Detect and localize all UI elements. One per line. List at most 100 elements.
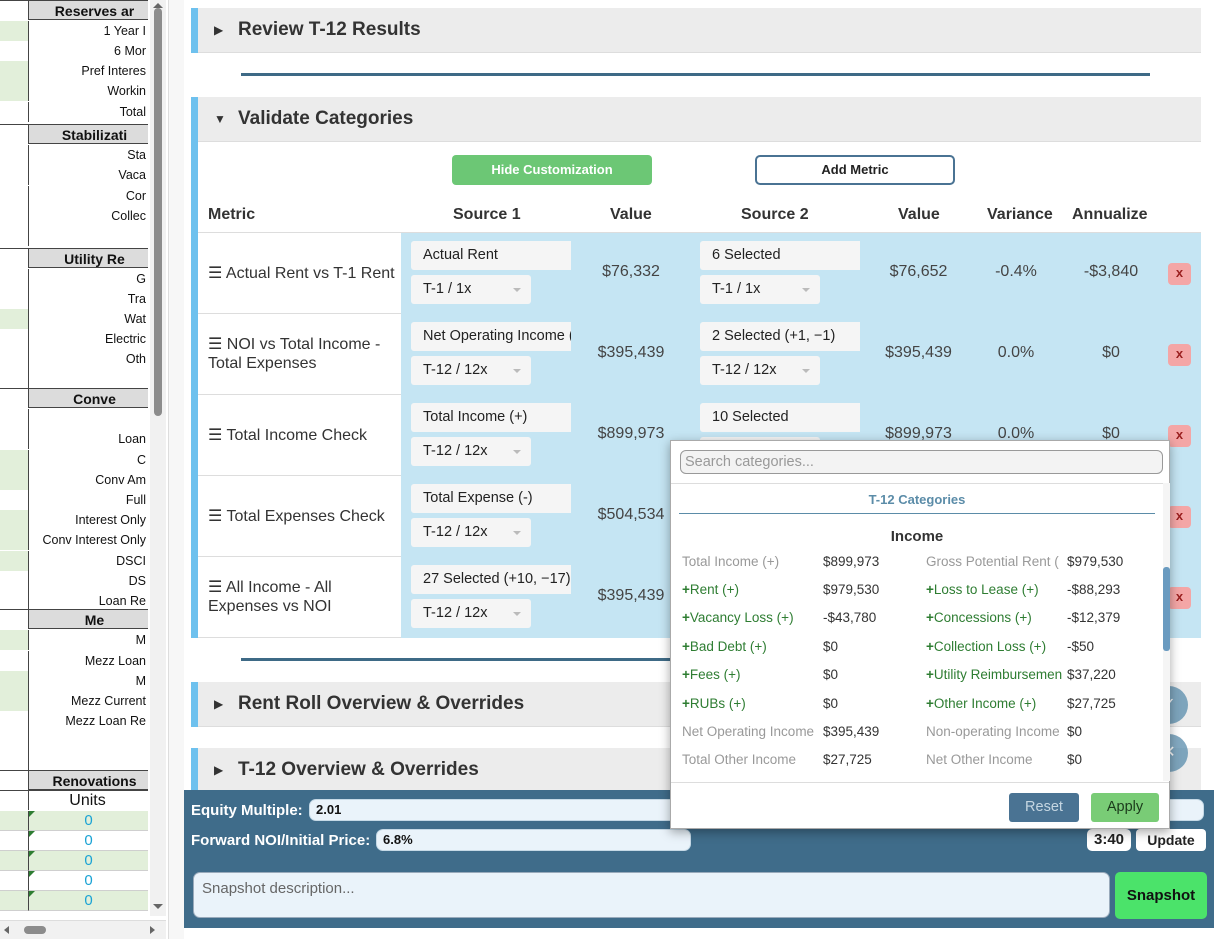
sheet-cell[interactable] xyxy=(0,81,28,101)
sheet-cell[interactable] xyxy=(0,61,28,81)
sheet-label-cell[interactable]: Wat xyxy=(28,309,148,329)
hide-customization-button[interactable]: Hide Customization xyxy=(452,155,652,185)
sheet-cell[interactable] xyxy=(0,731,28,751)
sheet-cell[interactable] xyxy=(0,429,28,449)
category-list-scrollbar[interactable] xyxy=(1163,483,1170,781)
units-cell[interactable]: 0 xyxy=(28,811,148,831)
units-cell[interactable]: 0 xyxy=(28,891,148,911)
source1-period-select[interactable]: T-12 / 12x xyxy=(411,599,531,628)
sheet-cell[interactable] xyxy=(0,206,28,226)
sheet-cell[interactable] xyxy=(0,269,28,289)
sheet-label-cell[interactable]: Workin xyxy=(28,81,148,101)
category-item[interactable]: Total Income (+) $899,973 xyxy=(682,554,917,572)
sheet-label-cell[interactable] xyxy=(28,731,148,751)
metric-name-cell[interactable]: ☰ Total Income Check xyxy=(198,395,401,476)
sheet-cell[interactable] xyxy=(0,751,28,771)
remove-metric-button[interactable]: x xyxy=(1168,425,1191,447)
sheet-cell[interactable] xyxy=(0,309,28,329)
source2-select[interactable]: 2 Selected (+1, −1) xyxy=(700,322,860,351)
source1-period-select[interactable]: T-12 / 12x xyxy=(411,437,531,466)
sheet-label-cell[interactable]: Oth xyxy=(28,349,148,369)
sheet-label-cell[interactable]: Mezz Current xyxy=(28,691,148,711)
sheet-cell[interactable] xyxy=(0,591,28,611)
sheet-label-cell[interactable]: Stabilizati xyxy=(28,124,148,144)
metric-name-cell[interactable]: ☰ Total Expenses Check xyxy=(198,476,401,557)
metric-name-cell[interactable]: ☰ NOI vs Total Income - Total Expenses xyxy=(198,314,401,395)
sheet-cell[interactable] xyxy=(0,388,28,408)
sheet-cell[interactable] xyxy=(0,470,28,490)
sheet-cell[interactable] xyxy=(0,409,28,429)
units-cell[interactable]: 0 xyxy=(28,831,148,851)
sheet-cell[interactable] xyxy=(0,691,28,711)
sheet-cell[interactable] xyxy=(0,609,28,629)
sheet-label-cell[interactable]: Mezz Loan Re xyxy=(28,711,148,731)
spreadsheet-horizontal-scrollbar[interactable] xyxy=(0,920,166,939)
sheet-cell[interactable] xyxy=(0,369,28,389)
source2-period-select[interactable]: T-12 / 12x xyxy=(700,356,820,385)
sheet-label-cell[interactable]: Total xyxy=(28,102,148,122)
category-item[interactable]: +Vacancy Loss (+) -$43,780 xyxy=(682,610,917,628)
spreadsheet-scroll-thumb[interactable] xyxy=(154,8,162,416)
snapshot-button[interactable]: Snapshot xyxy=(1115,872,1207,919)
sheet-label-cell[interactable]: Reserves ar xyxy=(28,0,148,20)
sheet-cell[interactable] xyxy=(0,551,28,571)
source1-select[interactable]: Total Income (+) xyxy=(411,403,571,432)
category-item[interactable]: +RUBs (+) $0 xyxy=(682,696,917,714)
sheet-cell[interactable] xyxy=(0,349,28,369)
sheet-label-cell[interactable]: Vaca xyxy=(28,165,148,185)
sheet-cell[interactable] xyxy=(0,226,28,246)
remove-metric-button[interactable]: x xyxy=(1168,506,1191,528)
sheet-cell[interactable] xyxy=(0,450,28,470)
sheet-cell[interactable] xyxy=(0,851,28,871)
sheet-cell[interactable] xyxy=(0,811,28,831)
sheet-cell[interactable] xyxy=(0,145,28,165)
source2-select[interactable]: 10 Selected xyxy=(700,403,860,432)
remove-metric-button[interactable]: x xyxy=(1168,263,1191,285)
sheet-cell[interactable] xyxy=(0,831,28,851)
sheet-label-cell[interactable]: Mezz Loan xyxy=(28,651,148,671)
sheet-label-cell[interactable] xyxy=(28,369,148,389)
remove-metric-button[interactable]: x xyxy=(1168,587,1191,609)
sheet-label-cell[interactable]: Sta xyxy=(28,145,148,165)
sheet-cell[interactable] xyxy=(0,0,28,20)
source1-select[interactable]: Net Operating Income ( xyxy=(411,322,571,351)
sheet-label-cell[interactable]: Interest Only xyxy=(28,510,148,530)
sheet-cell[interactable] xyxy=(0,329,28,349)
category-item[interactable]: +Other Income (+) $27,725 xyxy=(926,696,1161,714)
sheet-label-cell[interactable]: Renovations xyxy=(28,770,148,790)
sheet-label-cell[interactable]: Electric xyxy=(28,329,148,349)
source1-select[interactable]: Total Expense (-) xyxy=(411,484,571,513)
spreadsheet-vertical-scrollbar[interactable] xyxy=(150,0,166,916)
source2-period-select[interactable]: T-1 / 1x xyxy=(700,275,820,304)
sheet-cell[interactable] xyxy=(0,124,28,144)
source1-period-select[interactable]: T-12 / 12x xyxy=(411,518,531,547)
sheet-cell[interactable] xyxy=(0,871,28,891)
sheet-label-cell[interactable]: DS xyxy=(28,571,148,591)
source1-select[interactable]: 27 Selected (+10, −17) xyxy=(411,565,571,594)
sheet-cell[interactable] xyxy=(0,41,28,61)
category-item[interactable]: +Collection Loss (+) -$50 xyxy=(926,639,1161,657)
sheet-cell[interactable] xyxy=(0,790,28,810)
sheet-label-cell[interactable]: DSCI xyxy=(28,551,148,571)
sheet-label-cell[interactable]: G xyxy=(28,269,148,289)
category-item[interactable]: Total Other Income $27,725 xyxy=(682,752,917,770)
sheet-label-cell[interactable]: Tra xyxy=(28,289,148,309)
category-item[interactable]: +Concessions (+) -$12,379 xyxy=(926,610,1161,628)
sheet-cell[interactable] xyxy=(0,510,28,530)
category-item[interactable]: +Fees (+) $0 xyxy=(682,667,917,685)
metric-name-cell[interactable]: ☰ All Income - All Expenses vs NOI xyxy=(198,557,401,638)
category-item[interactable]: +Loss to Lease (+) -$88,293 xyxy=(926,582,1161,600)
category-item[interactable]: +Utility Reimbursemen $37,220 xyxy=(926,667,1161,685)
category-item[interactable]: Net Operating Income $395,439 xyxy=(682,724,917,742)
units-cell[interactable]: 0 xyxy=(28,851,148,871)
sheet-label-cell[interactable]: Utility Re xyxy=(28,248,148,268)
source1-period-select[interactable]: T-12 / 12x xyxy=(411,356,531,385)
update-button[interactable]: Update xyxy=(1136,829,1206,851)
category-search-input[interactable]: Search categories... xyxy=(680,450,1163,474)
sheet-label-cell[interactable] xyxy=(28,409,148,429)
sheet-label-cell[interactable]: Conv Interest Only xyxy=(28,530,148,550)
category-item[interactable]: +Rent (+) $979,530 xyxy=(682,582,917,600)
sheet-cell[interactable] xyxy=(0,248,28,268)
snapshot-description-input[interactable]: Snapshot description... xyxy=(193,872,1110,918)
sheet-cell[interactable] xyxy=(0,711,28,731)
